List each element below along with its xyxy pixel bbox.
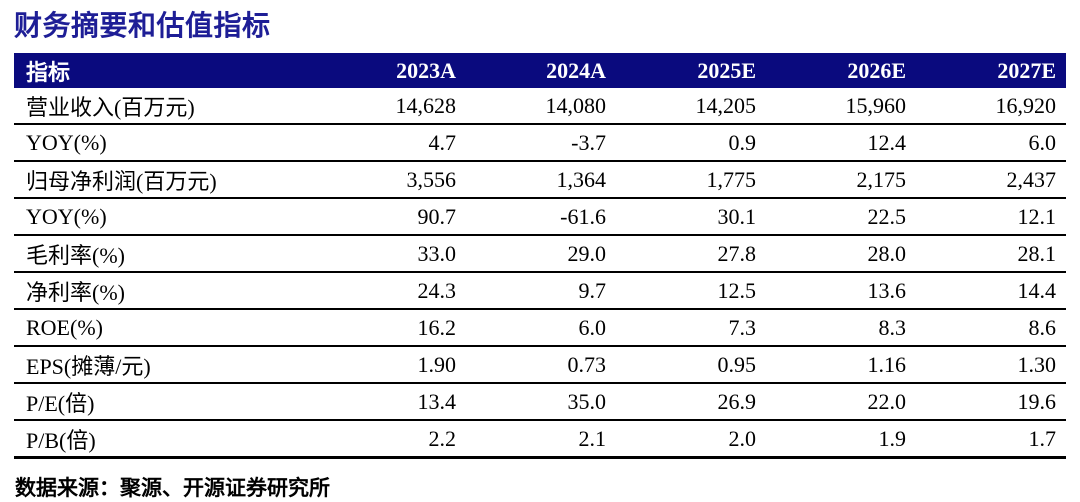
row-label: 净利率(%) (14, 272, 316, 310)
page-title: 财务摘要和估值指标 (14, 11, 271, 42)
header-cell-2027e: 2027E (916, 53, 1066, 88)
value-cell: 26.9 (616, 383, 766, 421)
value-cell: 2.0 (616, 420, 766, 459)
value-cell: 16.2 (316, 309, 466, 347)
financial-summary-table: 指标 2023A 2024A 2025E 2026E 2027E 营业收入(百万… (14, 53, 1066, 459)
value-cell: 8.3 (766, 309, 916, 347)
value-cell: 13.4 (316, 383, 466, 421)
value-cell: 30.1 (616, 198, 766, 236)
value-cell: 35.0 (466, 383, 616, 421)
value-cell: 13.6 (766, 272, 916, 310)
value-cell: 0.73 (466, 346, 616, 384)
value-cell: 3,556 (316, 161, 466, 199)
row-label: YOY(%) (14, 124, 316, 162)
value-cell: 1,775 (616, 161, 766, 199)
value-cell: 2.2 (316, 420, 466, 459)
table-row: 营业收入(百万元) 14,628 14,080 14,205 15,960 16,920 (14, 88, 1066, 125)
value-cell: 33.0 (316, 235, 466, 273)
header-cell-metric: 指标 (14, 53, 316, 88)
value-cell: 0.95 (616, 346, 766, 384)
value-cell: -3.7 (466, 124, 616, 162)
value-cell: 24.3 (316, 272, 466, 310)
value-cell: 0.9 (616, 124, 766, 162)
value-cell: 12.5 (616, 272, 766, 310)
table-body: 营业收入(百万元) 14,628 14,080 14,205 15,960 16,920 Y… (14, 88, 1066, 459)
value-cell: 1.30 (916, 346, 1066, 384)
value-cell: 90.7 (316, 198, 466, 236)
row-label: ROE(%) (14, 309, 316, 347)
value-cell: 14,628 (316, 88, 466, 125)
header-cell-2025e: 2025E (616, 53, 766, 88)
value-cell: 15,960 (766, 88, 916, 125)
value-cell: 6.0 (916, 124, 1066, 162)
value-cell: 1.16 (766, 346, 916, 384)
value-cell: 2.1 (466, 420, 616, 459)
value-cell: 1.9 (766, 420, 916, 459)
value-cell: 14,205 (616, 88, 766, 125)
header-cell-2024a: 2024A (466, 53, 616, 88)
table-row: ROE(%) 16.2 6.0 7.3 8.3 8.6 (14, 309, 1066, 347)
row-label: 归母净利润(百万元) (14, 161, 316, 199)
table-row: P/B(倍) 2.2 2.1 2.0 1.9 1.7 (14, 420, 1066, 459)
row-label: P/E(倍) (14, 383, 316, 421)
table-header: 指标 2023A 2024A 2025E 2026E 2027E (14, 53, 1066, 88)
data-source-note: 数据来源：聚源、开源证券研究所 (15, 476, 330, 500)
row-label: YOY(%) (14, 198, 316, 236)
value-cell: 6.0 (466, 309, 616, 347)
row-label: EPS(摊薄/元) (14, 346, 316, 384)
value-cell: 12.1 (916, 198, 1066, 236)
value-cell: 28.1 (916, 235, 1066, 273)
table-row: 归母净利润(百万元) 3,556 1,364 1,775 2,175 2,437 (14, 161, 1066, 199)
header-cell-2026e: 2026E (766, 53, 916, 88)
value-cell: 16,920 (916, 88, 1066, 125)
value-cell: 12.4 (766, 124, 916, 162)
value-cell: 2,175 (766, 161, 916, 199)
value-cell: 7.3 (616, 309, 766, 347)
row-label: P/B(倍) (14, 420, 316, 459)
value-cell: 14,080 (466, 88, 616, 125)
value-cell: 9.7 (466, 272, 616, 310)
value-cell: -61.6 (466, 198, 616, 236)
value-cell: 29.0 (466, 235, 616, 273)
value-cell: 1,364 (466, 161, 616, 199)
table-row: YOY(%) 4.7 -3.7 0.9 12.4 6.0 (14, 124, 1066, 162)
value-cell: 22.5 (766, 198, 916, 236)
table-row: YOY(%) 90.7 -61.6 30.1 22.5 12.1 (14, 198, 1066, 236)
table-header-row: 指标 2023A 2024A 2025E 2026E 2027E (14, 53, 1066, 88)
value-cell: 14.4 (916, 272, 1066, 310)
row-label: 毛利率(%) (14, 235, 316, 273)
value-cell: 1.90 (316, 346, 466, 384)
value-cell: 4.7 (316, 124, 466, 162)
value-cell: 19.6 (916, 383, 1066, 421)
value-cell: 22.0 (766, 383, 916, 421)
value-cell: 27.8 (616, 235, 766, 273)
value-cell: 2,437 (916, 161, 1066, 199)
value-cell: 8.6 (916, 309, 1066, 347)
value-cell: 1.7 (916, 420, 1066, 459)
header-cell-2023a: 2023A (316, 53, 466, 88)
table-row: EPS(摊薄/元) 1.90 0.73 0.95 1.16 1.30 (14, 346, 1066, 384)
table-row: 净利率(%) 24.3 9.7 12.5 13.6 14.4 (14, 272, 1066, 310)
row-label: 营业收入(百万元) (14, 88, 316, 125)
value-cell: 28.0 (766, 235, 916, 273)
table-row: P/E(倍) 13.4 35.0 26.9 22.0 19.6 (14, 383, 1066, 421)
table-row: 毛利率(%) 33.0 29.0 27.8 28.0 28.1 (14, 235, 1066, 273)
